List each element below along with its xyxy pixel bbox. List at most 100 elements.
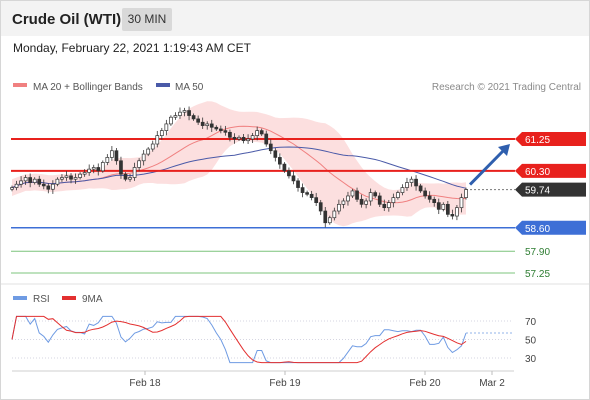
candle-body xyxy=(169,116,173,125)
candle-body xyxy=(191,115,196,120)
candle-body xyxy=(314,197,319,204)
candle-body xyxy=(119,160,123,175)
candle-body xyxy=(241,136,246,142)
current-price-label: 59.74 xyxy=(525,186,550,197)
time-axis: Feb 18 Feb 19 Feb 20 Mar 2 xyxy=(129,371,505,389)
ma50-line xyxy=(11,146,467,189)
resistance-tag xyxy=(515,132,586,146)
candle-body xyxy=(87,168,92,173)
forecast-arrow-shaft xyxy=(468,148,506,186)
candle-body xyxy=(309,193,314,198)
time-tick-label: Feb 20 xyxy=(409,378,441,389)
candle-body xyxy=(450,214,455,217)
candle-body xyxy=(137,160,141,168)
candle-body xyxy=(409,178,414,183)
candle-body xyxy=(405,182,409,188)
time-tick-label: Mar 2 xyxy=(479,378,505,389)
candle-body xyxy=(396,192,400,198)
candle-body xyxy=(32,178,37,183)
candle-body xyxy=(228,131,232,138)
candle-body xyxy=(264,133,269,145)
rsi-tick-label: 30 xyxy=(525,354,537,365)
candle-body xyxy=(150,143,155,150)
candle-body xyxy=(55,178,60,185)
candle-body xyxy=(218,128,223,131)
price-levels xyxy=(11,138,515,274)
candle-body xyxy=(37,178,42,185)
candle-body xyxy=(132,167,137,178)
candle-body xyxy=(187,110,191,116)
candle-body xyxy=(287,170,291,177)
current-price-tag xyxy=(515,182,586,197)
candle-body xyxy=(105,157,110,163)
rsi-tick-label: 50 xyxy=(525,336,537,347)
rsi-ma-legend-swatch xyxy=(62,296,76,300)
candle-body xyxy=(273,150,278,158)
time-tick-label: Feb 19 xyxy=(269,378,301,389)
candle-body xyxy=(318,202,323,212)
candle-body xyxy=(427,195,432,200)
candle-body xyxy=(23,177,28,182)
ma20-legend-swatch xyxy=(13,83,27,87)
candle-body xyxy=(455,207,459,217)
rsi-legend-label: RSI xyxy=(33,294,50,305)
resistance-tag-label: 61.25 xyxy=(525,135,550,146)
candle-body xyxy=(232,136,237,140)
candle-body xyxy=(250,135,255,140)
candle-body xyxy=(69,175,73,180)
candle-body xyxy=(60,177,64,180)
candle-body xyxy=(164,123,169,131)
candle-body xyxy=(46,185,51,190)
ma50-legend-label: MA 50 xyxy=(175,82,204,93)
rsi-ma-line xyxy=(11,315,467,364)
candle-body xyxy=(391,197,396,204)
candle-body xyxy=(414,178,418,187)
rsi-ma-legend-label: 9MA xyxy=(82,294,103,305)
candle-body xyxy=(19,180,23,185)
candle-body xyxy=(159,130,164,137)
forecast-arrow-head xyxy=(498,144,510,156)
timeframe-badge[interactable]: 30 MIN xyxy=(122,8,172,31)
candle-body xyxy=(432,198,437,204)
candle-body xyxy=(418,185,423,192)
candle-body xyxy=(323,210,328,224)
candle-body xyxy=(205,123,210,126)
time-tick-label: Feb 18 xyxy=(129,378,161,389)
candle-body xyxy=(268,143,273,152)
candle-body xyxy=(173,115,178,118)
candle-body xyxy=(14,183,19,188)
chart-datetime: Monday, February 22, 2021 1:19:43 AM CET xyxy=(13,41,251,55)
candle-body xyxy=(386,202,391,209)
candle-body xyxy=(332,210,337,219)
resistance-tag xyxy=(515,163,586,178)
candle-body xyxy=(223,130,228,133)
candle-body xyxy=(346,195,350,202)
candle-body xyxy=(78,173,82,178)
rsi-tick-label: 70 xyxy=(525,317,537,328)
candle-body xyxy=(214,126,219,130)
candle-body xyxy=(73,177,78,180)
candle-body xyxy=(436,202,441,210)
candle-body xyxy=(355,190,359,200)
candle-body xyxy=(237,136,241,140)
forecast-arrow xyxy=(468,144,510,186)
candle-body xyxy=(51,183,55,190)
candle-body xyxy=(464,189,468,198)
ma20-legend-label: MA 20 + Bollinger Bands xyxy=(33,82,143,93)
candle-body xyxy=(64,175,69,178)
candle-body xyxy=(28,177,33,183)
candle-body xyxy=(255,130,260,137)
instrument-title: Crude Oil (WTI) xyxy=(12,11,122,28)
candle-body xyxy=(178,111,182,116)
candle-body xyxy=(441,203,446,210)
candle-body xyxy=(282,163,287,172)
candle-body xyxy=(110,150,114,158)
candle-body xyxy=(155,135,160,145)
candle-body xyxy=(300,187,305,193)
candle-body xyxy=(364,200,368,205)
ma50-legend-swatch xyxy=(156,83,170,87)
candle-body xyxy=(123,173,128,180)
rsi-panel: 70 50 30 xyxy=(11,315,537,365)
candle-body xyxy=(10,187,14,190)
